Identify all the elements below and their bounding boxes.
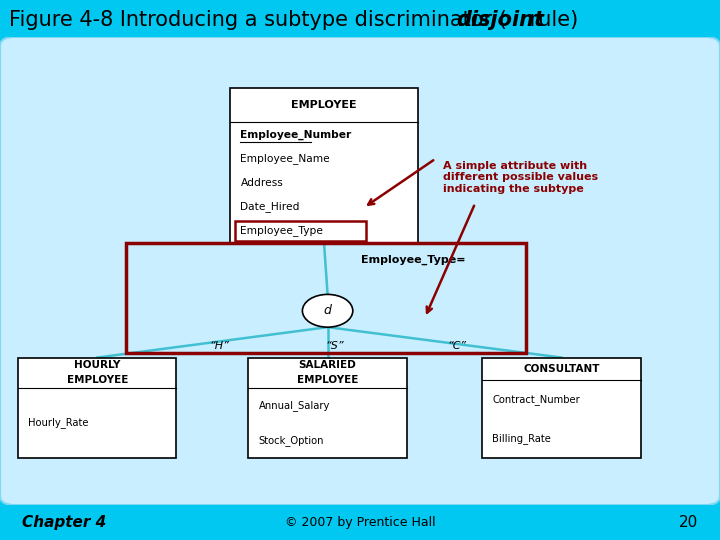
Bar [248,357,407,458]
Text: Annual_Salary: Annual_Salary [258,400,330,411]
Text: Hourly_Rate: Hourly_Rate [28,417,89,428]
Text: Billing_Rate: Billing_Rate [492,433,552,444]
Bar [230,89,418,243]
Text: 20: 20 [679,515,698,530]
Text: CONSULTANT: CONSULTANT [523,363,600,374]
Text: HOURLY: HOURLY [74,360,120,370]
Bar [126,243,526,353]
Text: Figure 4-8 Introducing a subtype discriminator (: Figure 4-8 Introducing a subtype discrim… [9,10,507,30]
Bar [18,357,176,458]
Text: “C”: “C” [448,341,467,351]
Text: Date_Hired: Date_Hired [240,201,300,212]
Text: © 2007 by Prentice Hall: © 2007 by Prentice Hall [284,516,436,529]
Text: Employee_Name: Employee_Name [240,153,330,164]
Text: disjoint: disjoint [456,10,544,30]
Text: EMPLOYEE: EMPLOYEE [291,100,357,111]
Text: SALARIED: SALARIED [299,360,356,370]
Text: EMPLOYEE: EMPLOYEE [66,375,128,385]
Text: Employee_Type: Employee_Type [240,225,323,237]
Text: d: d [324,304,331,318]
Text: Employee_Number: Employee_Number [240,130,352,140]
Text: “S”: “S” [325,341,344,351]
Text: Chapter 4: Chapter 4 [22,515,106,530]
Bar [235,221,366,241]
Circle shape [302,294,353,327]
Text: “H”: “H” [210,341,230,351]
Bar [482,357,641,458]
Text: Address: Address [240,178,283,188]
Text: A simple attribute with
different possible values
indicating the subtype: A simple attribute with different possib… [443,161,598,194]
Text: EMPLOYEE: EMPLOYEE [297,375,359,385]
FancyBboxPatch shape [0,37,720,505]
Text: Contract_Number: Contract_Number [492,394,580,405]
Text: Stock_Option: Stock_Option [258,435,324,446]
Text: rule): rule) [523,10,578,30]
Text: Employee_Type=: Employee_Type= [361,255,466,265]
